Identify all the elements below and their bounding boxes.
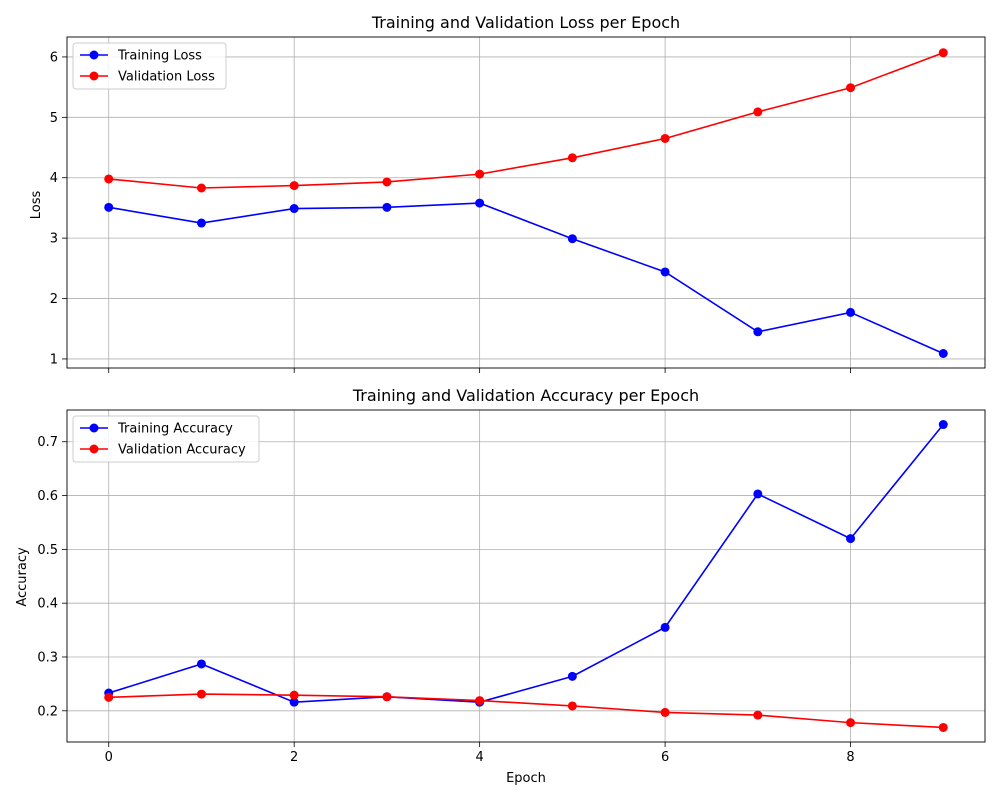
accuracy-series-line [108, 693, 944, 729]
loss-data-point [567, 153, 577, 163]
loss-data-point [753, 327, 763, 337]
accuracy-data-point [196, 689, 206, 699]
loss-legend: Training Loss Validation Loss [72, 42, 227, 90]
accuracy-data-point [567, 701, 577, 711]
loss-data-point [289, 204, 299, 214]
loss-data-point [196, 183, 206, 193]
loss-data-point [660, 267, 670, 277]
loss-data-point [753, 107, 763, 117]
accuracy-data-point [753, 710, 763, 720]
accuracy-y-axis-label: Accuracy [15, 547, 30, 607]
loss-y-axis-label: Loss [29, 191, 44, 220]
accuracy-y-tick-label: 0.2 [37, 704, 58, 719]
accuracy-data-point [382, 692, 392, 702]
loss-y-tick-label: 5 [50, 111, 58, 126]
accuracy-series-1 [104, 689, 948, 732]
accuracy-x-tick-label: 6 [661, 750, 669, 765]
loss-y-tick-label: 1 [50, 352, 58, 367]
loss-chart: Training and Validation Loss per Epoch L… [29, 13, 986, 373]
loss-y-tick-label: 2 [50, 292, 58, 307]
epoch-x-axis-label: Epoch [506, 771, 546, 786]
loss-y-tick-label: 6 [50, 50, 58, 65]
loss-legend-label: Training Loss [117, 49, 202, 64]
accuracy-grid [67, 410, 985, 742]
loss-y-tick-label: 4 [50, 171, 58, 186]
loss-data-point [104, 174, 114, 184]
loss-plot-frame [66, 36, 986, 369]
accuracy-y-tick-label: 0.3 [37, 650, 58, 665]
accuracy-legend-marker [89, 444, 99, 454]
accuracy-plot-frame [66, 409, 986, 743]
loss-series-line [108, 202, 944, 355]
accuracy-legend: Training Accuracy Validation Accuracy [72, 415, 260, 463]
accuracy-x-tick-label: 8 [846, 750, 854, 765]
accuracy-data-point [289, 690, 299, 700]
accuracy-series-0 [104, 420, 948, 707]
loss-data-point [846, 83, 856, 93]
accuracy-data-point [846, 534, 856, 544]
accuracy-x-tick-label: 2 [290, 750, 298, 765]
loss-data-point [938, 349, 948, 359]
accuracy-x-tick-label: 4 [475, 750, 483, 765]
loss-series-1 [104, 48, 948, 193]
accuracy-data-point [475, 696, 485, 706]
loss-data-point [104, 202, 114, 212]
accuracy-data-point [846, 718, 856, 728]
loss-legend-label: Validation Loss [118, 70, 215, 85]
loss-data-point [475, 169, 485, 179]
loss-data-point [846, 307, 856, 317]
accuracy-chart-title: Training and Validation Accuracy per Epo… [352, 386, 699, 405]
accuracy-y-tick-label: 0.5 [37, 543, 58, 558]
accuracy-data-point [660, 707, 670, 717]
accuracy-x-tick-label: 0 [105, 750, 113, 765]
loss-chart-title: Training and Validation Loss per Epoch [371, 13, 680, 32]
loss-data-point [938, 48, 948, 58]
accuracy-data-point [289, 697, 299, 707]
accuracy-data-point [196, 659, 206, 669]
loss-data-point [289, 181, 299, 191]
accuracy-series-line [108, 424, 944, 703]
accuracy-legend-label: Training Accuracy [117, 422, 233, 437]
loss-series-line [108, 51, 944, 189]
accuracy-chart: Training and Validation Accuracy per Epo… [15, 386, 986, 786]
loss-legend-box [72, 42, 227, 90]
loss-data-point [382, 202, 392, 212]
accuracy-data-point [938, 420, 948, 430]
accuracy-y-tick-label: 0.6 [37, 489, 58, 504]
accuracy-legend-box [72, 415, 260, 463]
accuracy-data-point [567, 671, 577, 681]
accuracy-legend-marker [89, 423, 99, 433]
accuracy-data-point [938, 722, 948, 732]
accuracy-data-point [104, 692, 114, 702]
accuracy-data-point [753, 489, 763, 499]
loss-data-point [567, 234, 577, 244]
loss-data-point [475, 198, 485, 208]
loss-data-point [660, 133, 670, 143]
loss-legend-marker [89, 50, 99, 60]
loss-legend-marker [89, 71, 99, 81]
accuracy-y-tick-label: 0.4 [37, 597, 58, 612]
accuracy-y-tick-label: 0.7 [37, 435, 58, 450]
loss-data-point [382, 177, 392, 187]
accuracy-data-point [660, 622, 670, 632]
accuracy-legend-label: Validation Accuracy [118, 443, 246, 458]
loss-y-tick-label: 3 [50, 232, 58, 247]
loss-series-0 [104, 198, 948, 359]
loss-data-point [196, 218, 206, 228]
